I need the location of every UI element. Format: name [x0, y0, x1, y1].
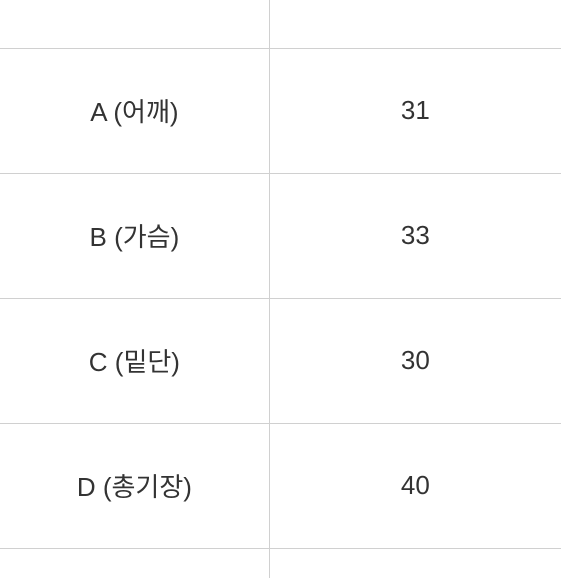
table-footer-row: [0, 548, 561, 578]
row-value: 30: [269, 298, 561, 423]
row-value: 33: [269, 173, 561, 298]
table-row: A (어깨) 31: [0, 48, 561, 173]
header-cell-label: [0, 0, 269, 48]
row-value: 40: [269, 423, 561, 548]
row-label: C (밑단): [0, 298, 269, 423]
table-row: D (총기장) 40: [0, 423, 561, 548]
measurement-table: A (어깨) 31 B (가슴) 33 C (밑단) 30 D (총기장) 40: [0, 0, 561, 578]
row-label: D (총기장): [0, 423, 269, 548]
header-cell-value: [269, 0, 561, 48]
row-label: A (어깨): [0, 48, 269, 173]
table-row: B (가슴) 33: [0, 173, 561, 298]
table-row: C (밑단) 30: [0, 298, 561, 423]
row-value: 31: [269, 48, 561, 173]
table-header-row: [0, 0, 561, 48]
footer-cell-value: [269, 548, 561, 578]
row-label: B (가슴): [0, 173, 269, 298]
footer-cell-label: [0, 548, 269, 578]
